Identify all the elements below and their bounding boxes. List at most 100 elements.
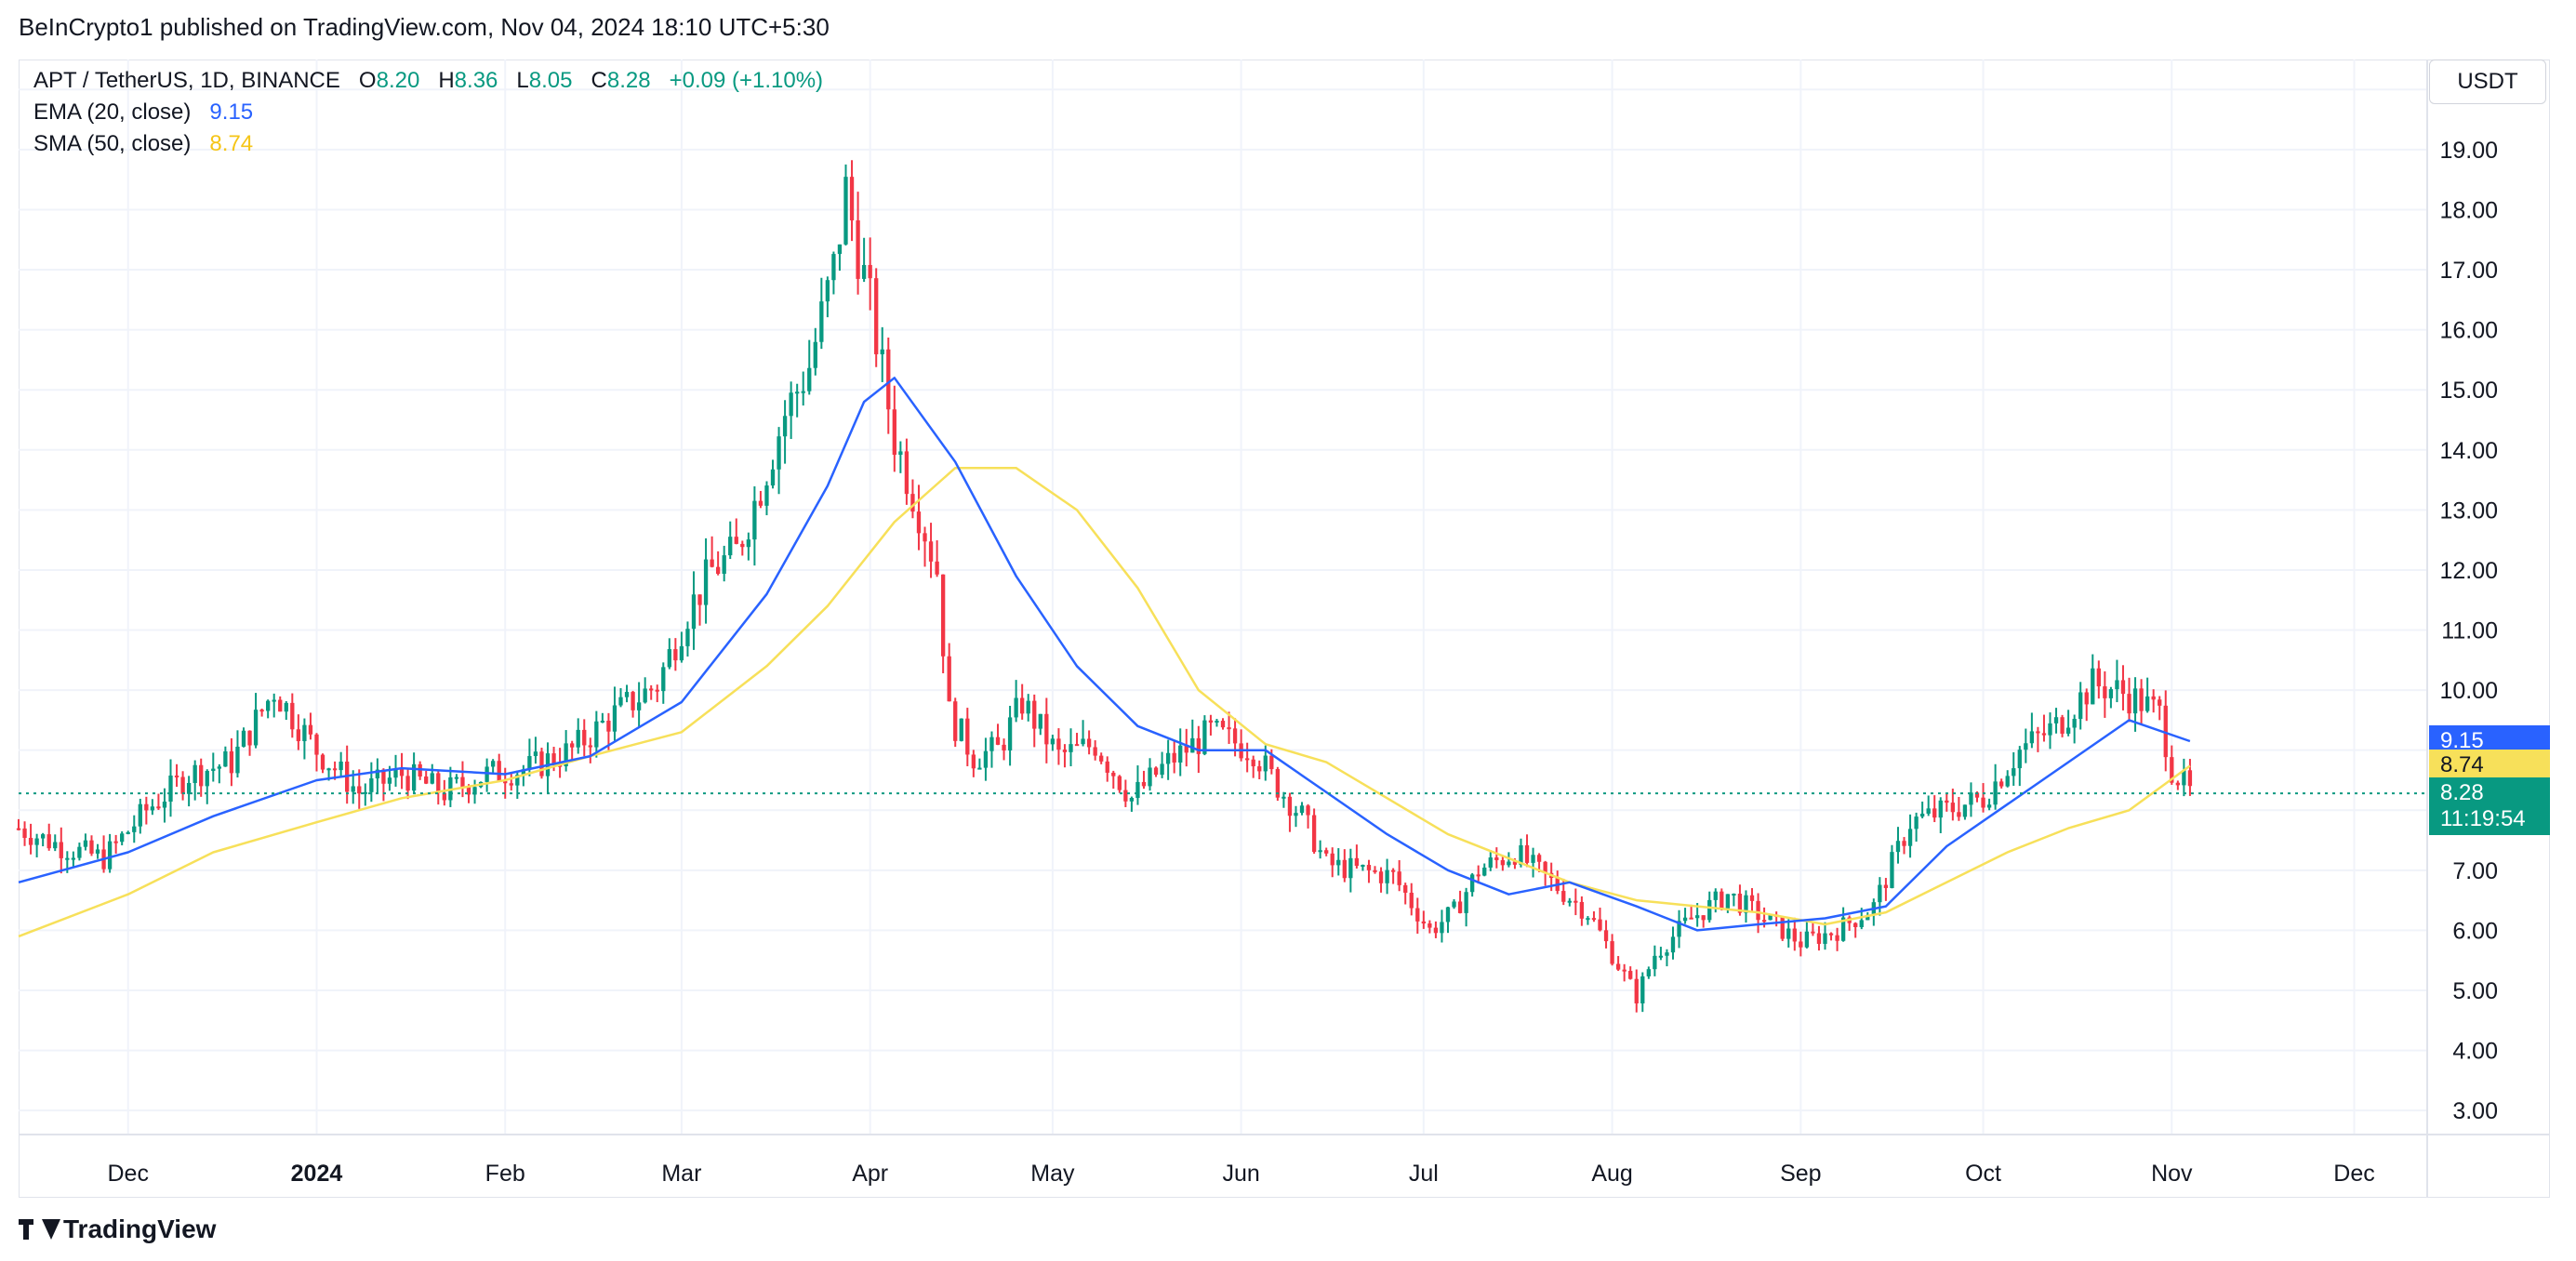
candle-body [1385, 869, 1389, 883]
candle-body [2084, 692, 2089, 705]
x-tick-label: Apr [852, 1161, 888, 1187]
legend-sma-row[interactable]: SMA (50, close) 8.74 [33, 128, 823, 160]
x-tick-label: Mar [661, 1161, 701, 1187]
candle-body [2158, 699, 2162, 706]
candle-body [1111, 772, 1116, 777]
candle-body [947, 656, 951, 702]
candle-body [928, 541, 934, 562]
candle-body [935, 561, 939, 575]
tradingview-footer[interactable]: TradingView [19, 1215, 216, 1244]
candle-body [831, 254, 836, 281]
candle-body [856, 219, 860, 279]
candle-body [1866, 914, 1870, 921]
candle-body [1579, 901, 1585, 919]
candle-body [1500, 859, 1506, 866]
candle-body [1701, 915, 1706, 921]
y-tick-label: 15.00 [2439, 378, 2498, 404]
candle-body [1665, 952, 1669, 956]
candle-body [2091, 668, 2095, 705]
candle-body [861, 264, 867, 279]
candle-body [715, 566, 721, 574]
candle-body [1190, 737, 1195, 753]
candle-body [205, 770, 209, 787]
candle-body [1403, 884, 1408, 893]
candle-body [1786, 928, 1791, 939]
candle-body [1196, 737, 1201, 754]
candle-body [2053, 717, 2059, 723]
candle-body [1287, 796, 1293, 816]
candle-body [2182, 770, 2186, 786]
candle-body [1184, 745, 1188, 753]
candle-body [1324, 850, 1329, 854]
candle-body [454, 777, 459, 779]
candle-body [126, 831, 130, 834]
x-tick-label: Feb [485, 1161, 525, 1187]
candle-body [916, 511, 922, 534]
candle-body [1823, 933, 1827, 944]
candle-body [1598, 919, 1602, 931]
candle-body [1032, 700, 1037, 729]
legend-sma-label: SMA (50, close) [33, 131, 192, 156]
candle-body [612, 705, 617, 732]
candle-body [1281, 796, 1286, 799]
candle-body [1628, 971, 1633, 979]
candle-body [1926, 808, 1931, 814]
legend-ohlc-row[interactable]: APT / TetherUS, 1D, BINANCE O8.20 H8.36 … [33, 65, 823, 97]
candle-body [1251, 759, 1255, 767]
candle-body [375, 769, 380, 779]
legend-symbol: APT / TetherUS, 1D, BINANCE [33, 68, 340, 93]
candle-body [1986, 804, 1992, 808]
candle-body [1464, 892, 1468, 913]
candle-body [631, 692, 635, 710]
candle-body [509, 783, 513, 786]
candle-body [1670, 936, 1676, 953]
candle-body [1336, 859, 1341, 866]
candle-body [193, 764, 197, 784]
candle-body [1561, 891, 1566, 902]
candle-body [2115, 680, 2119, 690]
candle-body [1069, 744, 1073, 752]
candle-body [2120, 680, 2126, 695]
candle-body [2060, 717, 2065, 734]
candle-body [1725, 894, 1731, 909]
candle-body [1445, 907, 1451, 923]
candle-body [1294, 813, 1298, 816]
candle-body [393, 768, 398, 778]
candle-body [1202, 720, 1207, 754]
tradingview-brand-text: TradingView [63, 1215, 217, 1243]
candle-body [247, 730, 252, 746]
legend-ema-label: EMA (20, close) [33, 100, 192, 125]
candle-body [983, 750, 989, 768]
candle-body [874, 278, 879, 354]
legend-ema-value: 9.15 [209, 100, 254, 125]
candle-body [667, 649, 671, 668]
candle-body [1330, 853, 1334, 866]
candle-body [387, 777, 392, 784]
sma-50-line [18, 466, 2191, 938]
candle-body [83, 840, 88, 847]
candle-body [576, 729, 580, 748]
x-tick-label: Dec [2333, 1161, 2374, 1187]
candle-body [28, 838, 33, 845]
y-tick-label: 18.00 [2439, 197, 2498, 223]
candle-body [1756, 900, 1760, 921]
candle-body [965, 718, 970, 755]
candle-body [1682, 917, 1688, 922]
candle-body [430, 773, 434, 784]
candle-body [685, 629, 690, 646]
candle-body [1799, 941, 1803, 948]
candle-body [1694, 915, 1700, 919]
candle-body [1780, 916, 1785, 939]
candle-countdown: 11:19:54 [2440, 806, 2526, 832]
candle-body [1713, 891, 1718, 900]
candle-body [1373, 869, 1377, 872]
legend-ema-row[interactable]: EMA (20, close) 9.15 [33, 97, 823, 128]
chart-frame [19, 60, 2550, 1198]
candle-body [1026, 700, 1030, 714]
currency-selector-button[interactable]: USDT [2429, 60, 2546, 104]
candle-body [138, 803, 142, 827]
candle-body [1591, 918, 1597, 921]
candle-body [1044, 713, 1049, 745]
candle-body [515, 775, 520, 786]
